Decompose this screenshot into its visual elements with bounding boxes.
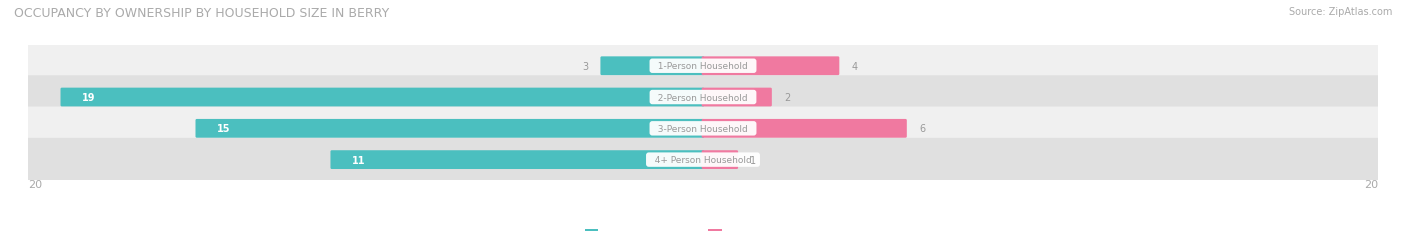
FancyBboxPatch shape: [600, 57, 704, 76]
Text: 11: 11: [352, 155, 366, 165]
FancyBboxPatch shape: [702, 57, 839, 76]
Text: 4+ Person Household: 4+ Person Household: [648, 155, 758, 164]
FancyBboxPatch shape: [6, 76, 1400, 119]
FancyBboxPatch shape: [702, 119, 907, 138]
Text: 1: 1: [751, 155, 756, 165]
Text: 3-Person Household: 3-Person Household: [652, 124, 754, 133]
FancyBboxPatch shape: [702, 151, 738, 169]
Text: 2: 2: [785, 93, 790, 103]
Text: 6: 6: [920, 124, 925, 134]
Text: OCCUPANCY BY OWNERSHIP BY HOUSEHOLD SIZE IN BERRY: OCCUPANCY BY OWNERSHIP BY HOUSEHOLD SIZE…: [14, 7, 389, 20]
Text: 1-Person Household: 1-Person Household: [652, 62, 754, 71]
FancyBboxPatch shape: [6, 107, 1400, 150]
FancyBboxPatch shape: [6, 45, 1400, 88]
FancyBboxPatch shape: [330, 151, 704, 169]
Legend: Owner-occupied, Renter-occupied: Owner-occupied, Renter-occupied: [581, 225, 825, 231]
Text: 20: 20: [1364, 179, 1378, 189]
FancyBboxPatch shape: [6, 138, 1400, 182]
Text: 2-Person Household: 2-Person Household: [652, 93, 754, 102]
Text: 4: 4: [852, 61, 858, 71]
Text: 20: 20: [28, 179, 42, 189]
Text: 3: 3: [582, 61, 588, 71]
FancyBboxPatch shape: [60, 88, 704, 107]
Text: 15: 15: [217, 124, 231, 134]
FancyBboxPatch shape: [195, 119, 704, 138]
Text: 19: 19: [82, 93, 96, 103]
Text: Source: ZipAtlas.com: Source: ZipAtlas.com: [1288, 7, 1392, 17]
FancyBboxPatch shape: [702, 88, 772, 107]
